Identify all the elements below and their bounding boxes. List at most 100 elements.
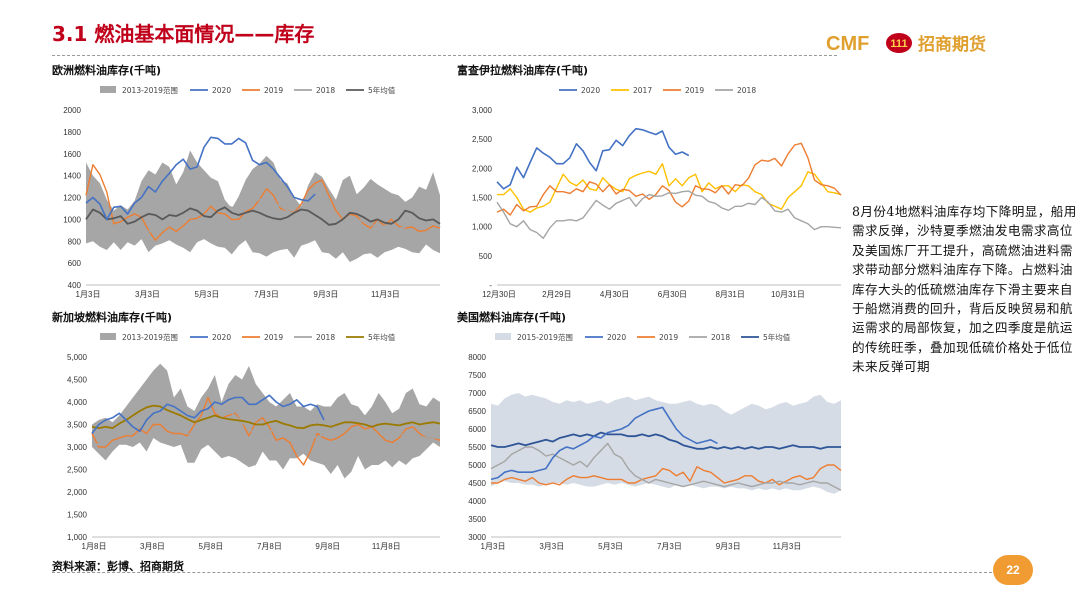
legend-label-2020: 2020 xyxy=(607,333,626,342)
y-tick-label: 3,000 xyxy=(472,106,493,115)
legend-label-2019: 2019 xyxy=(264,86,283,95)
series-line-2018 xyxy=(490,442,842,491)
y-tick-label: 4,000 xyxy=(67,398,88,407)
y-tick-label: 3500 xyxy=(468,515,486,524)
legend-label-2019: 2019 xyxy=(685,86,704,95)
legend-swatch-band xyxy=(495,333,511,340)
y-tick-label: 800 xyxy=(68,237,82,246)
chart-title: 欧洲燃料油库存(千吨) xyxy=(52,64,162,77)
legend-label-band: 2013-2019范围 xyxy=(122,332,178,342)
x-tick-label: 3月3日 xyxy=(539,542,564,551)
y-tick-label: 1,500 xyxy=(67,511,88,520)
legend-label-2019: 2019 xyxy=(264,333,283,342)
series-line-avg-5yr xyxy=(91,404,441,429)
y-tick-label: 2,000 xyxy=(472,164,493,173)
x-tick-label: 11月8日 xyxy=(372,542,401,551)
y-tick-label: 1200 xyxy=(63,194,81,203)
legend-label-avg-5yr: 5年均值 xyxy=(368,332,396,342)
y-tick-label: 1000 xyxy=(63,215,81,224)
svg-text:CMF: CMF xyxy=(826,33,869,55)
chart-title: 新加坡燃料油库存(千吨) xyxy=(52,311,173,324)
x-tick-label: 9月8日 xyxy=(315,542,340,551)
series-line-2020 xyxy=(91,394,325,434)
source-note: 资料来源：彭博、招商期货 xyxy=(52,560,184,573)
y-tick-label: - xyxy=(489,281,492,290)
x-tick-label: 9月3日 xyxy=(313,290,338,299)
us-chart: 3000 3500 4000 4500 5000 5500 6000 6500 7000 7500… xyxy=(468,332,842,551)
chart-title: 富查伊拉燃料油库存(千吨) xyxy=(457,64,589,77)
legend-label-band: 2015-2019范围 xyxy=(517,332,573,342)
legend-label-avg-5yr: 5年均值 xyxy=(368,85,396,95)
fujairah-chart-panel: 富查伊拉燃料油库存(千吨) - 500 1,000 1,500 2,000 2,500 3,… xyxy=(457,62,845,302)
singapore-chart: 1,000 1,500 2,000 2,500 3,000 3,500 4,000 4,500… xyxy=(67,332,441,551)
series-line-2019 xyxy=(496,142,842,216)
legend-label-2020: 2020 xyxy=(212,86,231,95)
legend-swatch-band xyxy=(100,333,116,340)
series-line-2020 xyxy=(496,127,690,190)
y-tick-label: 2000 xyxy=(63,106,81,115)
legend-label-2020: 2020 xyxy=(212,333,231,342)
y-tick-label: 4000 xyxy=(468,497,486,506)
y-tick-label: 1,000 xyxy=(67,533,88,542)
series-line-avg-5yr xyxy=(490,431,841,450)
x-tick-label: 6月30日 xyxy=(658,290,687,299)
x-tick-label: 2月29日 xyxy=(542,290,571,299)
y-tick-label: 2,000 xyxy=(67,488,88,497)
europe-chart: 400 600 800 1000 1200 1400 1600 1800 2000 1月3日 3月3… xyxy=(63,85,441,299)
y-tick-label: 2,500 xyxy=(67,466,88,475)
x-tick-label: 3月8日 xyxy=(140,542,165,551)
series-line-2019 xyxy=(85,164,441,241)
y-tick-label: 1600 xyxy=(63,150,81,159)
y-tick-label: 7000 xyxy=(468,389,486,398)
series-line-2018 xyxy=(496,190,842,239)
y-tick-label: 1,000 xyxy=(472,223,493,232)
x-tick-label: 5月8日 xyxy=(198,542,223,551)
series-line-avg-5yr xyxy=(85,206,441,226)
chart-title: 美国燃料油库存(千吨) xyxy=(457,311,567,324)
svg-text:111: 111 xyxy=(890,38,907,50)
y-tick-label: 7500 xyxy=(468,371,486,380)
x-tick-label: 9月3日 xyxy=(716,542,741,551)
x-tick-label: 8月31日 xyxy=(715,290,744,299)
series-line-2018 xyxy=(85,197,441,234)
fujairah-chart: - 500 1,000 1,500 2,000 2,500 3,000 12月30日 2月29日… xyxy=(472,86,842,299)
legend-label-2017: 2017 xyxy=(633,86,652,95)
x-tick-label: 11月3日 xyxy=(371,290,400,299)
y-tick-label: 4500 xyxy=(468,479,486,488)
y-tick-label: 5,000 xyxy=(67,353,88,362)
series-line-2018 xyxy=(91,410,440,446)
series-line-2017 xyxy=(497,163,842,213)
x-tick-label: 7月3日 xyxy=(254,290,279,299)
y-tick-label: 5500 xyxy=(468,443,486,452)
x-tick-label: 7月8日 xyxy=(257,542,282,551)
x-tick-label: 12月30日 xyxy=(482,290,516,299)
x-tick-label: 3月3日 xyxy=(135,290,160,299)
legend-label-2020: 2020 xyxy=(581,86,600,95)
page-title: 3.1 燃油基本面情况——库存 xyxy=(52,22,315,46)
y-tick-label: 500 xyxy=(479,252,493,261)
legend-label-2018: 2018 xyxy=(737,86,756,95)
x-tick-label: 7月3日 xyxy=(657,542,682,551)
us-chart-panel: 美国燃料油库存(千吨) 3000 3500 4000 4500 5000 5500 6000… xyxy=(457,309,845,555)
series-line-2019 xyxy=(491,464,842,486)
series-line-2020 xyxy=(490,406,718,481)
legend-label-band: 2013-2019范围 xyxy=(122,85,178,95)
y-tick-label: 3,000 xyxy=(67,443,88,452)
y-tick-label: 6000 xyxy=(468,425,486,434)
legend-label-2018: 2018 xyxy=(316,86,335,95)
header-divider xyxy=(52,55,837,56)
footer-divider xyxy=(52,572,992,573)
x-tick-label: 10月31日 xyxy=(771,290,805,299)
page-number: 22 xyxy=(993,555,1033,585)
y-tick-label: 5000 xyxy=(468,461,486,470)
brand-logo: CMF 111 招商期货 xyxy=(826,33,986,55)
y-tick-label: 4,500 xyxy=(67,376,88,385)
x-tick-label: 5月3日 xyxy=(194,290,219,299)
range-band-area xyxy=(491,393,841,494)
x-tick-label: 11月3日 xyxy=(773,542,802,551)
analysis-note: 8月份4地燃料油库存均下降明显，船用需求反弹，沙特夏季燃油发电需求高位及美国炼厂… xyxy=(852,204,1077,375)
legend-label-2019: 2019 xyxy=(659,333,678,342)
x-tick-label: 5月3日 xyxy=(598,542,623,551)
series-line-2019 xyxy=(91,396,441,466)
y-tick-label: 8000 xyxy=(468,353,486,362)
